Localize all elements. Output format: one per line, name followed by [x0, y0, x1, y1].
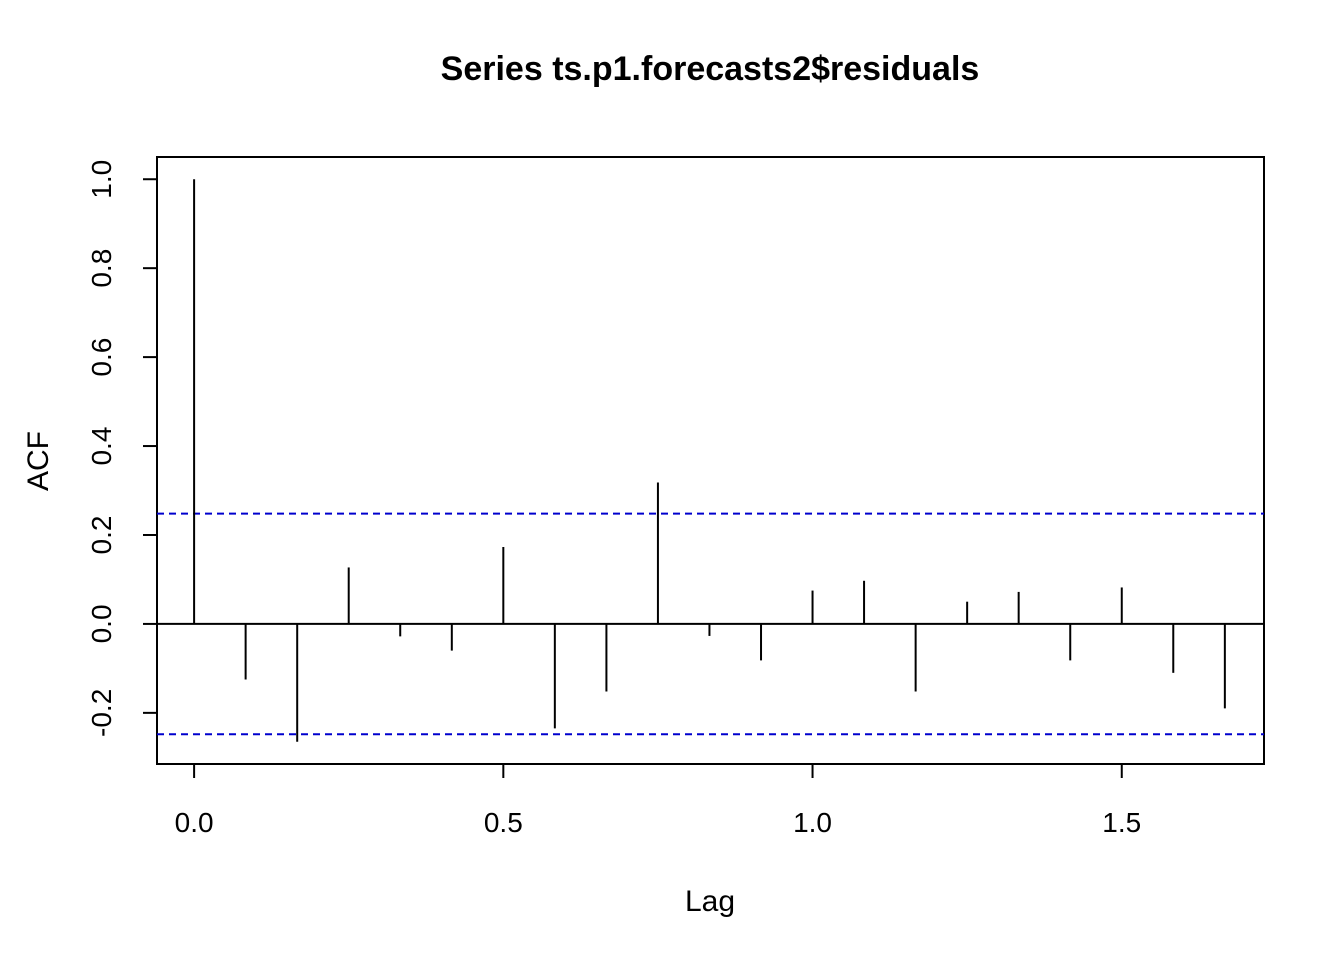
confidence-bounds — [157, 512, 1264, 736]
y-tick-label: 0.6 — [86, 338, 117, 377]
plot-frame — [156, 156, 1265, 765]
chart-title: Series ts.p1.forecasts2$residuals — [441, 50, 980, 88]
y-tick-label: 0.0 — [86, 604, 117, 643]
x-tick-label: 0.0 — [175, 807, 214, 838]
x-tick-label: 1.0 — [793, 807, 832, 838]
y-tick-label: 1.0 — [86, 160, 117, 199]
y-tick-label: -0.2 — [86, 689, 117, 737]
x-axis-label: Lag — [685, 885, 735, 918]
x-tick-label: 0.5 — [484, 807, 523, 838]
y-tick-label: 0.8 — [86, 249, 117, 288]
x-tick-label: 1.5 — [1102, 807, 1141, 838]
y-axis: -0.2 0.0 0.2 0.4 0.6 0.8 1.0 — [86, 160, 158, 737]
y-tick-label: 0.2 — [86, 516, 117, 555]
y-axis-label: ACF — [22, 431, 55, 491]
x-axis: 0.0 0.5 1.0 1.5 — [175, 763, 1141, 838]
acf-spikes — [193, 179, 1226, 742]
y-tick-label: 0.4 — [86, 427, 117, 466]
